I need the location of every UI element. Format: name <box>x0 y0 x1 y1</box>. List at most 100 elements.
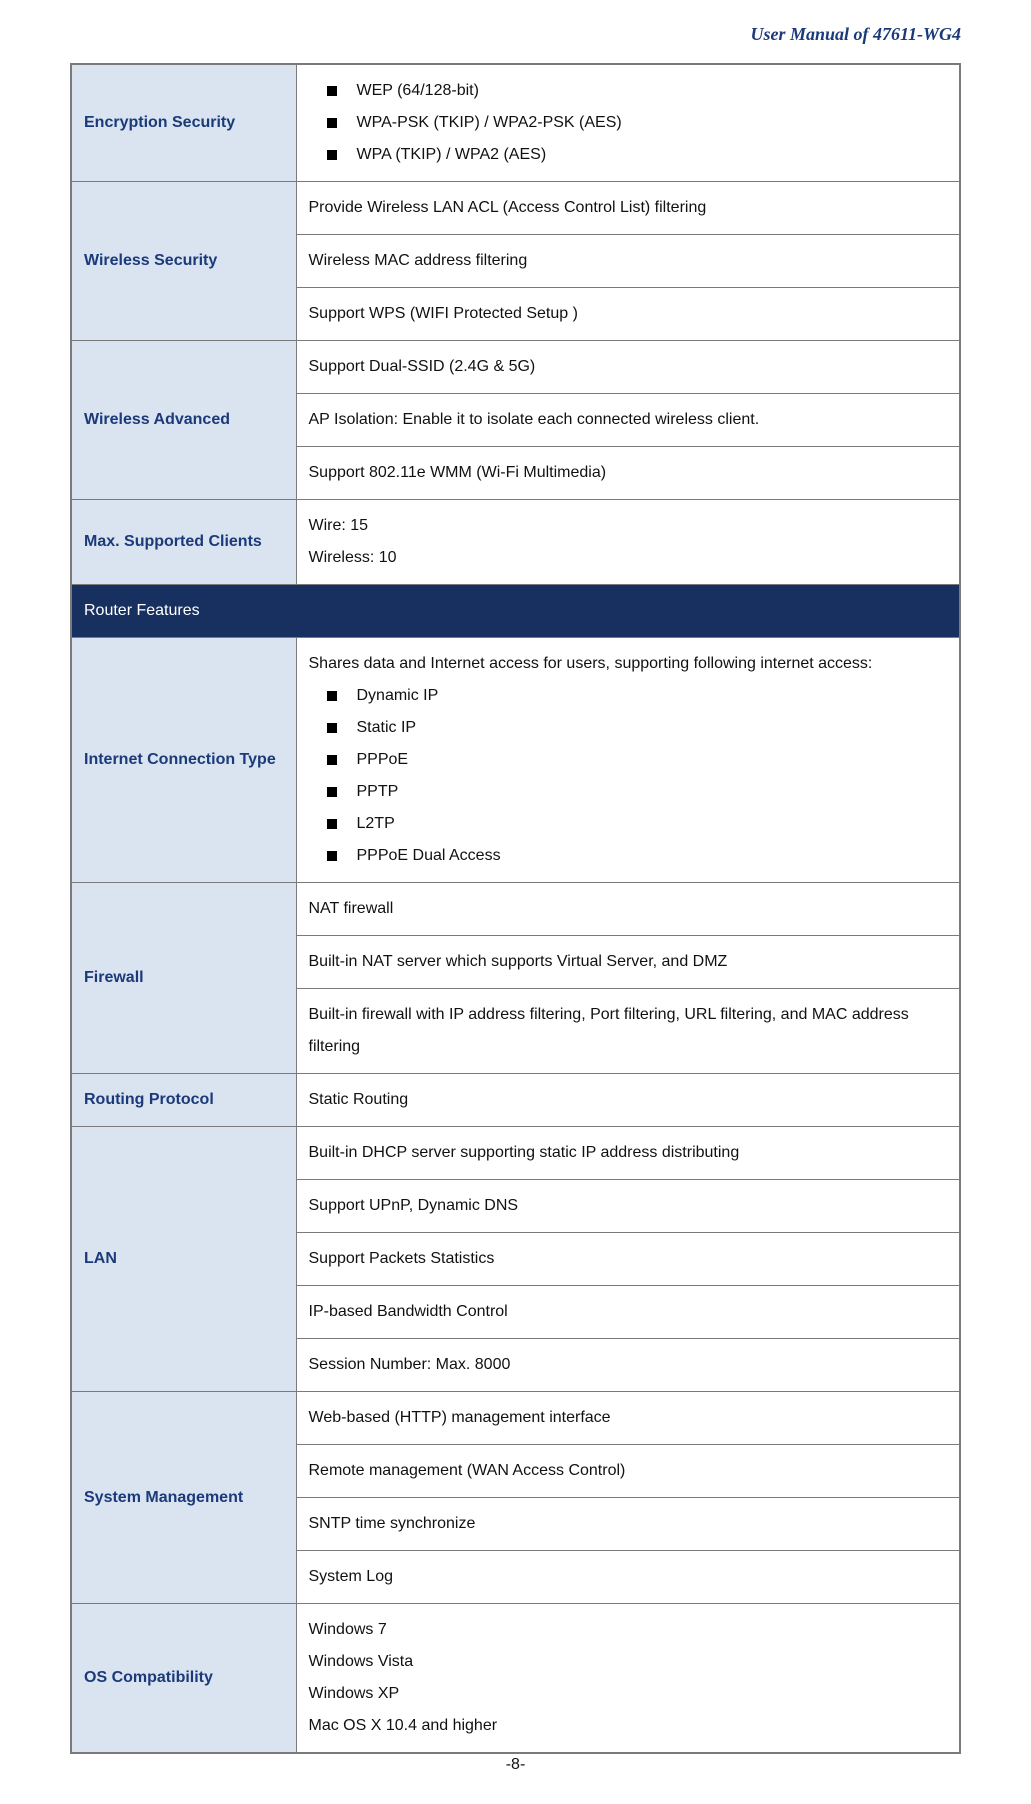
table-row: Encryption SecurityWEP (64/128-bit)WPA-P… <box>71 64 960 182</box>
row-value: AP Isolation: Enable it to isolate each … <box>296 394 960 447</box>
table-row: System ManagementWeb-based (HTTP) manage… <box>71 1392 960 1445</box>
row-value: Support 802.11e WMM (Wi-Fi Multimedia) <box>296 447 960 500</box>
table-row: Routing Protocol Static Routing <box>71 1074 960 1127</box>
bullet-text: Static IP <box>357 712 417 744</box>
bullet-item: Dynamic IP <box>309 680 948 712</box>
row-label: LAN <box>71 1127 296 1392</box>
row-value: System Log <box>296 1551 960 1604</box>
row-value: WEP (64/128-bit)WPA-PSK (TKIP) / WPA2-PS… <box>296 64 960 182</box>
square-bullet-icon <box>327 787 337 797</box>
row-value: Wireless MAC address filtering <box>296 235 960 288</box>
row-value: NAT firewall <box>296 883 960 936</box>
table-row: Wireless SecurityProvide Wireless LAN AC… <box>71 182 960 235</box>
bullet-text: WPA-PSK (TKIP) / WPA2-PSK (AES) <box>357 107 622 139</box>
row-label: Wireless Advanced <box>71 341 296 500</box>
row-value: Built-in NAT server which supports Virtu… <box>296 936 960 989</box>
cell-text: System Log <box>309 1561 948 1593</box>
row-value: Built-in firewall with IP address filter… <box>296 989 960 1074</box>
cell-text: Support UPnP, Dynamic DNS <box>309 1190 948 1222</box>
cell-line: Windows 7 <box>309 1614 948 1646</box>
cell-text: SNTP time synchronize <box>309 1508 948 1540</box>
square-bullet-icon <box>327 819 337 829</box>
cell-line: Mac OS X 10.4 and higher <box>309 1710 948 1742</box>
row-value: IP-based Bandwidth Control <box>296 1286 960 1339</box>
square-bullet-icon <box>327 851 337 861</box>
cell-text: Remote management (WAN Access Control) <box>309 1455 948 1487</box>
row-value: Static Routing <box>296 1074 960 1127</box>
row-value: Support Dual-SSID (2.4G & 5G) <box>296 341 960 394</box>
row-value: Support WPS (WIFI Protected Setup ) <box>296 288 960 341</box>
cell-text: Support Dual-SSID (2.4G & 5G) <box>309 351 948 383</box>
square-bullet-icon <box>327 723 337 733</box>
bullet-item: L2TP <box>309 808 948 840</box>
row-label: Internet Connection Type <box>71 638 296 883</box>
cell-text: Session Number: Max. 8000 <box>309 1349 948 1381</box>
spec-table: Encryption SecurityWEP (64/128-bit)WPA-P… <box>70 63 961 1754</box>
table-row: LANBuilt-in DHCP server supporting stati… <box>71 1127 960 1180</box>
cell-text: AP Isolation: Enable it to isolate each … <box>309 404 948 436</box>
row-value: Provide Wireless LAN ACL (Access Control… <box>296 182 960 235</box>
row-value: Web-based (HTTP) management interface <box>296 1392 960 1445</box>
bullet-text: WEP (64/128-bit) <box>357 75 479 107</box>
row-label: Firewall <box>71 883 296 1074</box>
section-header: Router Features <box>71 585 960 638</box>
cell-line: Wire: 15 <box>309 510 948 542</box>
bullet-text: L2TP <box>357 808 395 840</box>
row-label: Max. Supported Clients <box>71 500 296 585</box>
cell-text: Built-in DHCP server supporting static I… <box>309 1137 948 1169</box>
row-value: Support UPnP, Dynamic DNS <box>296 1180 960 1233</box>
cell-text: NAT firewall <box>309 893 948 925</box>
cell-text: IP-based Bandwidth Control <box>309 1296 948 1328</box>
bullet-text: Dynamic IP <box>357 680 439 712</box>
bullet-item: PPPoE <box>309 744 948 776</box>
cell-text: Built-in firewall with IP address filter… <box>309 999 948 1063</box>
row-value: Support Packets Statistics <box>296 1233 960 1286</box>
row-label: Routing Protocol <box>71 1074 296 1127</box>
cell-text: Static Routing <box>309 1084 948 1116</box>
row-label: System Management <box>71 1392 296 1604</box>
table-row: OS CompatibilityWindows 7Windows VistaWi… <box>71 1604 960 1754</box>
bullet-item: PPPoE Dual Access <box>309 840 948 872</box>
square-bullet-icon <box>327 150 337 160</box>
row-value: SNTP time synchronize <box>296 1498 960 1551</box>
bullet-text: PPPoE Dual Access <box>357 840 501 872</box>
page-number: -8- <box>0 1756 1031 1774</box>
row-value: Wire: 15Wireless: 10 <box>296 500 960 585</box>
bullet-text: PPPoE <box>357 744 409 776</box>
square-bullet-icon <box>327 755 337 765</box>
table-row: Internet Connection Type Shares data and … <box>71 638 960 883</box>
bullet-item: PPTP <box>309 776 948 808</box>
cell-intro: Shares data and Internet access for user… <box>309 648 948 680</box>
page: User Manual of 47611-WG4 Encryption Secu… <box>0 0 1031 1804</box>
cell-text: Wireless MAC address filtering <box>309 245 948 277</box>
cell-line: Windows XP <box>309 1678 948 1710</box>
cell-text: Support Packets Statistics <box>309 1243 948 1275</box>
bullet-item: WEP (64/128-bit) <box>309 75 948 107</box>
bullet-text: PPTP <box>357 776 399 808</box>
square-bullet-icon <box>327 118 337 128</box>
cell-text: Built-in NAT server which supports Virtu… <box>309 946 948 978</box>
row-label: OS Compatibility <box>71 1604 296 1754</box>
cell-text: Support WPS (WIFI Protected Setup ) <box>309 298 948 330</box>
table-row: FirewallNAT firewall <box>71 883 960 936</box>
bullet-item: WPA (TKIP) / WPA2 (AES) <box>309 139 948 171</box>
row-label: Wireless Security <box>71 182 296 341</box>
document-header: User Manual of 47611-WG4 <box>70 20 961 63</box>
cell-text: Provide Wireless LAN ACL (Access Control… <box>309 192 948 224</box>
row-value: Windows 7Windows VistaWindows XPMac OS X… <box>296 1604 960 1754</box>
row-value: Session Number: Max. 8000 <box>296 1339 960 1392</box>
section-row: Router Features <box>71 585 960 638</box>
bullet-item: Static IP <box>309 712 948 744</box>
row-value: Remote management (WAN Access Control) <box>296 1445 960 1498</box>
bullet-text: WPA (TKIP) / WPA2 (AES) <box>357 139 547 171</box>
table-row: Max. Supported ClientsWire: 15Wireless: … <box>71 500 960 585</box>
bullet-item: WPA-PSK (TKIP) / WPA2-PSK (AES) <box>309 107 948 139</box>
square-bullet-icon <box>327 691 337 701</box>
cell-text: Web-based (HTTP) management interface <box>309 1402 948 1434</box>
table-row: Wireless AdvancedSupport Dual-SSID (2.4G… <box>71 341 960 394</box>
cell-text: Support 802.11e WMM (Wi-Fi Multimedia) <box>309 457 948 489</box>
square-bullet-icon <box>327 86 337 96</box>
row-value: Built-in DHCP server supporting static I… <box>296 1127 960 1180</box>
row-label: Encryption Security <box>71 64 296 182</box>
cell-line: Wireless: 10 <box>309 542 948 574</box>
